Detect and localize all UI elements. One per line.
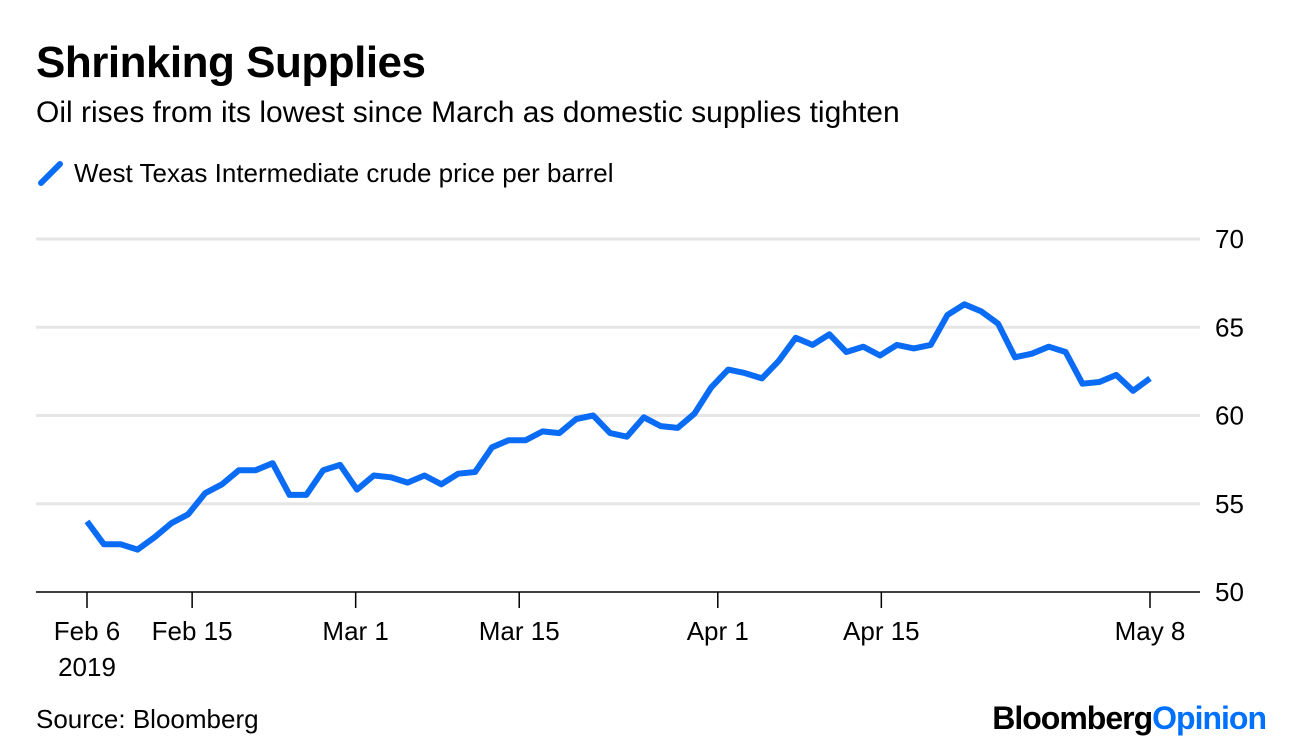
brand-logo: BloombergOpinion (992, 700, 1267, 737)
y-tick-label: 65 (1215, 312, 1244, 342)
x-tick-label: Feb 15 (152, 616, 233, 646)
y-tick-label: 70 (1215, 224, 1244, 254)
x-tick-label: Apr 1 (687, 616, 749, 646)
y-tick-label: 60 (1215, 401, 1244, 431)
brand-logo-part2: Opinion (1152, 700, 1267, 736)
legend-label: West Texas Intermediate crude price per … (74, 158, 614, 188)
x-tick-sublabel: 2019 (58, 652, 116, 682)
x-tick-label: Mar 15 (479, 616, 560, 646)
legend-line-icon (38, 160, 63, 186)
x-tick-label: Apr 15 (843, 616, 920, 646)
brand-logo-part1: Bloomberg (992, 700, 1153, 736)
series-line-wti (84, 301, 1152, 553)
source-note: Source: Bloomberg (36, 704, 259, 734)
x-tick-label: Mar 1 (322, 616, 388, 646)
x-tick-label: Feb 6 (54, 616, 121, 646)
y-tick-label: 50 (1215, 577, 1244, 607)
y-tick-label: 55 (1215, 489, 1244, 519)
chart-title: Shrinking Supplies (36, 38, 426, 87)
chart-subtitle: Oil rises from its lowest since March as… (36, 96, 900, 129)
legend: West Texas Intermediate crude price per … (36, 158, 614, 189)
x-tick-label: May 8 (1115, 616, 1186, 646)
